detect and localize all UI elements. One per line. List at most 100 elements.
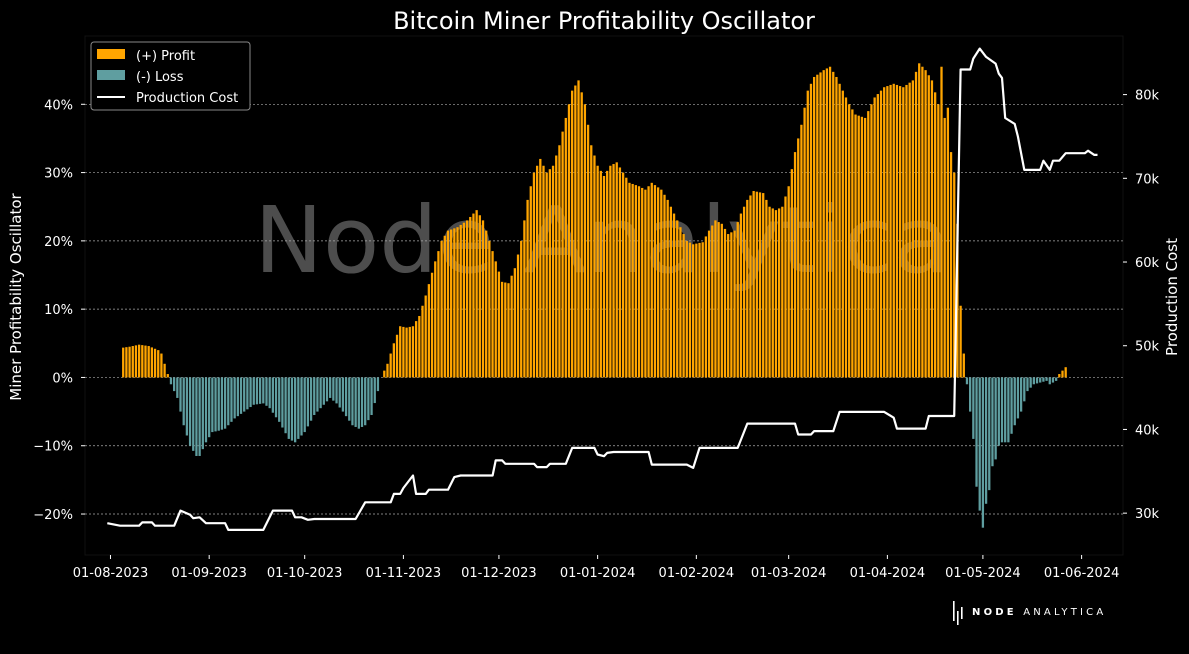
profit-bar [806,90,809,378]
profit-bar [860,116,864,378]
profit-bar [465,220,469,378]
loss-bar [239,377,243,414]
profit-bar [720,223,723,378]
loss-bar [182,377,185,426]
profit-bar [656,187,660,378]
profit-bar [625,177,628,378]
loss-bar [1010,377,1013,434]
profit-bar [787,186,790,378]
loss-bar [306,377,310,427]
loss-bar [981,377,985,528]
loss-bar [208,377,211,438]
y-left-tick-label: 30% [44,167,73,182]
profit-bar [571,90,574,378]
profit-bar [510,275,513,378]
profit-bar [122,347,125,378]
loss-bar [274,377,278,418]
profit-bar [800,124,803,378]
profit-bar [421,305,424,378]
profit-bar [695,243,698,378]
loss-bar [281,377,284,428]
legend-label-loss: (-) Loss [136,70,184,85]
loss-bar [227,377,230,426]
profit-bar [739,213,743,378]
loss-bar [338,377,341,408]
profit-bar [523,220,526,378]
profit-bar [551,165,555,378]
profit-bar [898,86,902,378]
profit-bar [752,191,755,378]
legend-swatch-loss [97,70,125,80]
oscillator-bars [122,63,1067,528]
y-right-tick-label: 50k [1135,340,1160,355]
profit-bar [590,145,593,378]
loss-bar [1054,377,1058,381]
profit-bar [797,138,800,378]
loss-bar [991,377,994,467]
profit-bar [150,347,154,378]
loss-bar [316,377,319,412]
profit-bar [615,162,618,378]
profit-bar [701,242,704,378]
profit-bar [692,244,695,378]
y-left-tick-label: −20% [33,508,73,523]
x-tick-label: 01-09-2023 [171,566,247,581]
profit-bar [485,230,488,378]
loss-bar [287,377,290,439]
legend-box [90,41,251,111]
profit-bar [867,111,870,378]
profit-bar [663,194,666,378]
loss-bar [220,377,224,430]
profit-bar [386,363,389,378]
profit-bar [781,206,784,378]
profit-bar [1061,370,1064,378]
profit-bar [813,76,816,378]
profit-bar [727,234,730,378]
profit-bar [137,344,141,378]
profit-bar [832,71,835,378]
loss-bar [169,377,173,385]
x-tick-label: 01-08-2023 [73,566,149,581]
profit-bar [930,80,934,378]
profit-bar [424,295,427,378]
profit-bar [876,94,879,378]
profit-bar [637,186,641,378]
loss-bar [290,377,294,441]
profit-bar [443,235,446,378]
loss-bar [198,377,201,456]
profit-bar [895,84,899,378]
loss-bar [303,377,306,433]
loss-bar [297,377,300,439]
profit-bar [128,346,131,378]
profit-bar [918,63,921,378]
profit-bar [434,261,437,378]
profit-bar [634,185,637,378]
loss-bar [230,377,233,422]
x-tick-label: 01-12-2023 [461,566,537,581]
profit-bar [418,315,421,378]
profit-bar [742,206,746,378]
x-tick-label: 01-04-2024 [850,566,926,581]
profit-bar [736,222,739,378]
loss-bar [1013,377,1016,426]
profit-bar [682,234,685,378]
loss-bar [1035,377,1039,384]
profit-bar [1064,367,1067,378]
profit-bar [402,326,405,378]
loss-bar [997,377,1000,446]
loss-bar [262,377,265,404]
profit-bar [828,66,832,378]
production-cost-line [107,47,1098,532]
loss-bar [173,377,176,392]
profit-bar [504,282,507,378]
profit-bar [631,183,634,378]
profit-bar [924,70,927,378]
profit-bar [395,334,399,378]
profit-bar [914,71,918,378]
profit-bar [532,172,536,378]
loss-bar [1019,377,1023,412]
chart-title: Bitcoin Miner Profitability Oscillator [393,7,815,35]
profit-bar [962,353,965,378]
loss-bar [376,377,380,392]
profit-bar [542,165,545,378]
